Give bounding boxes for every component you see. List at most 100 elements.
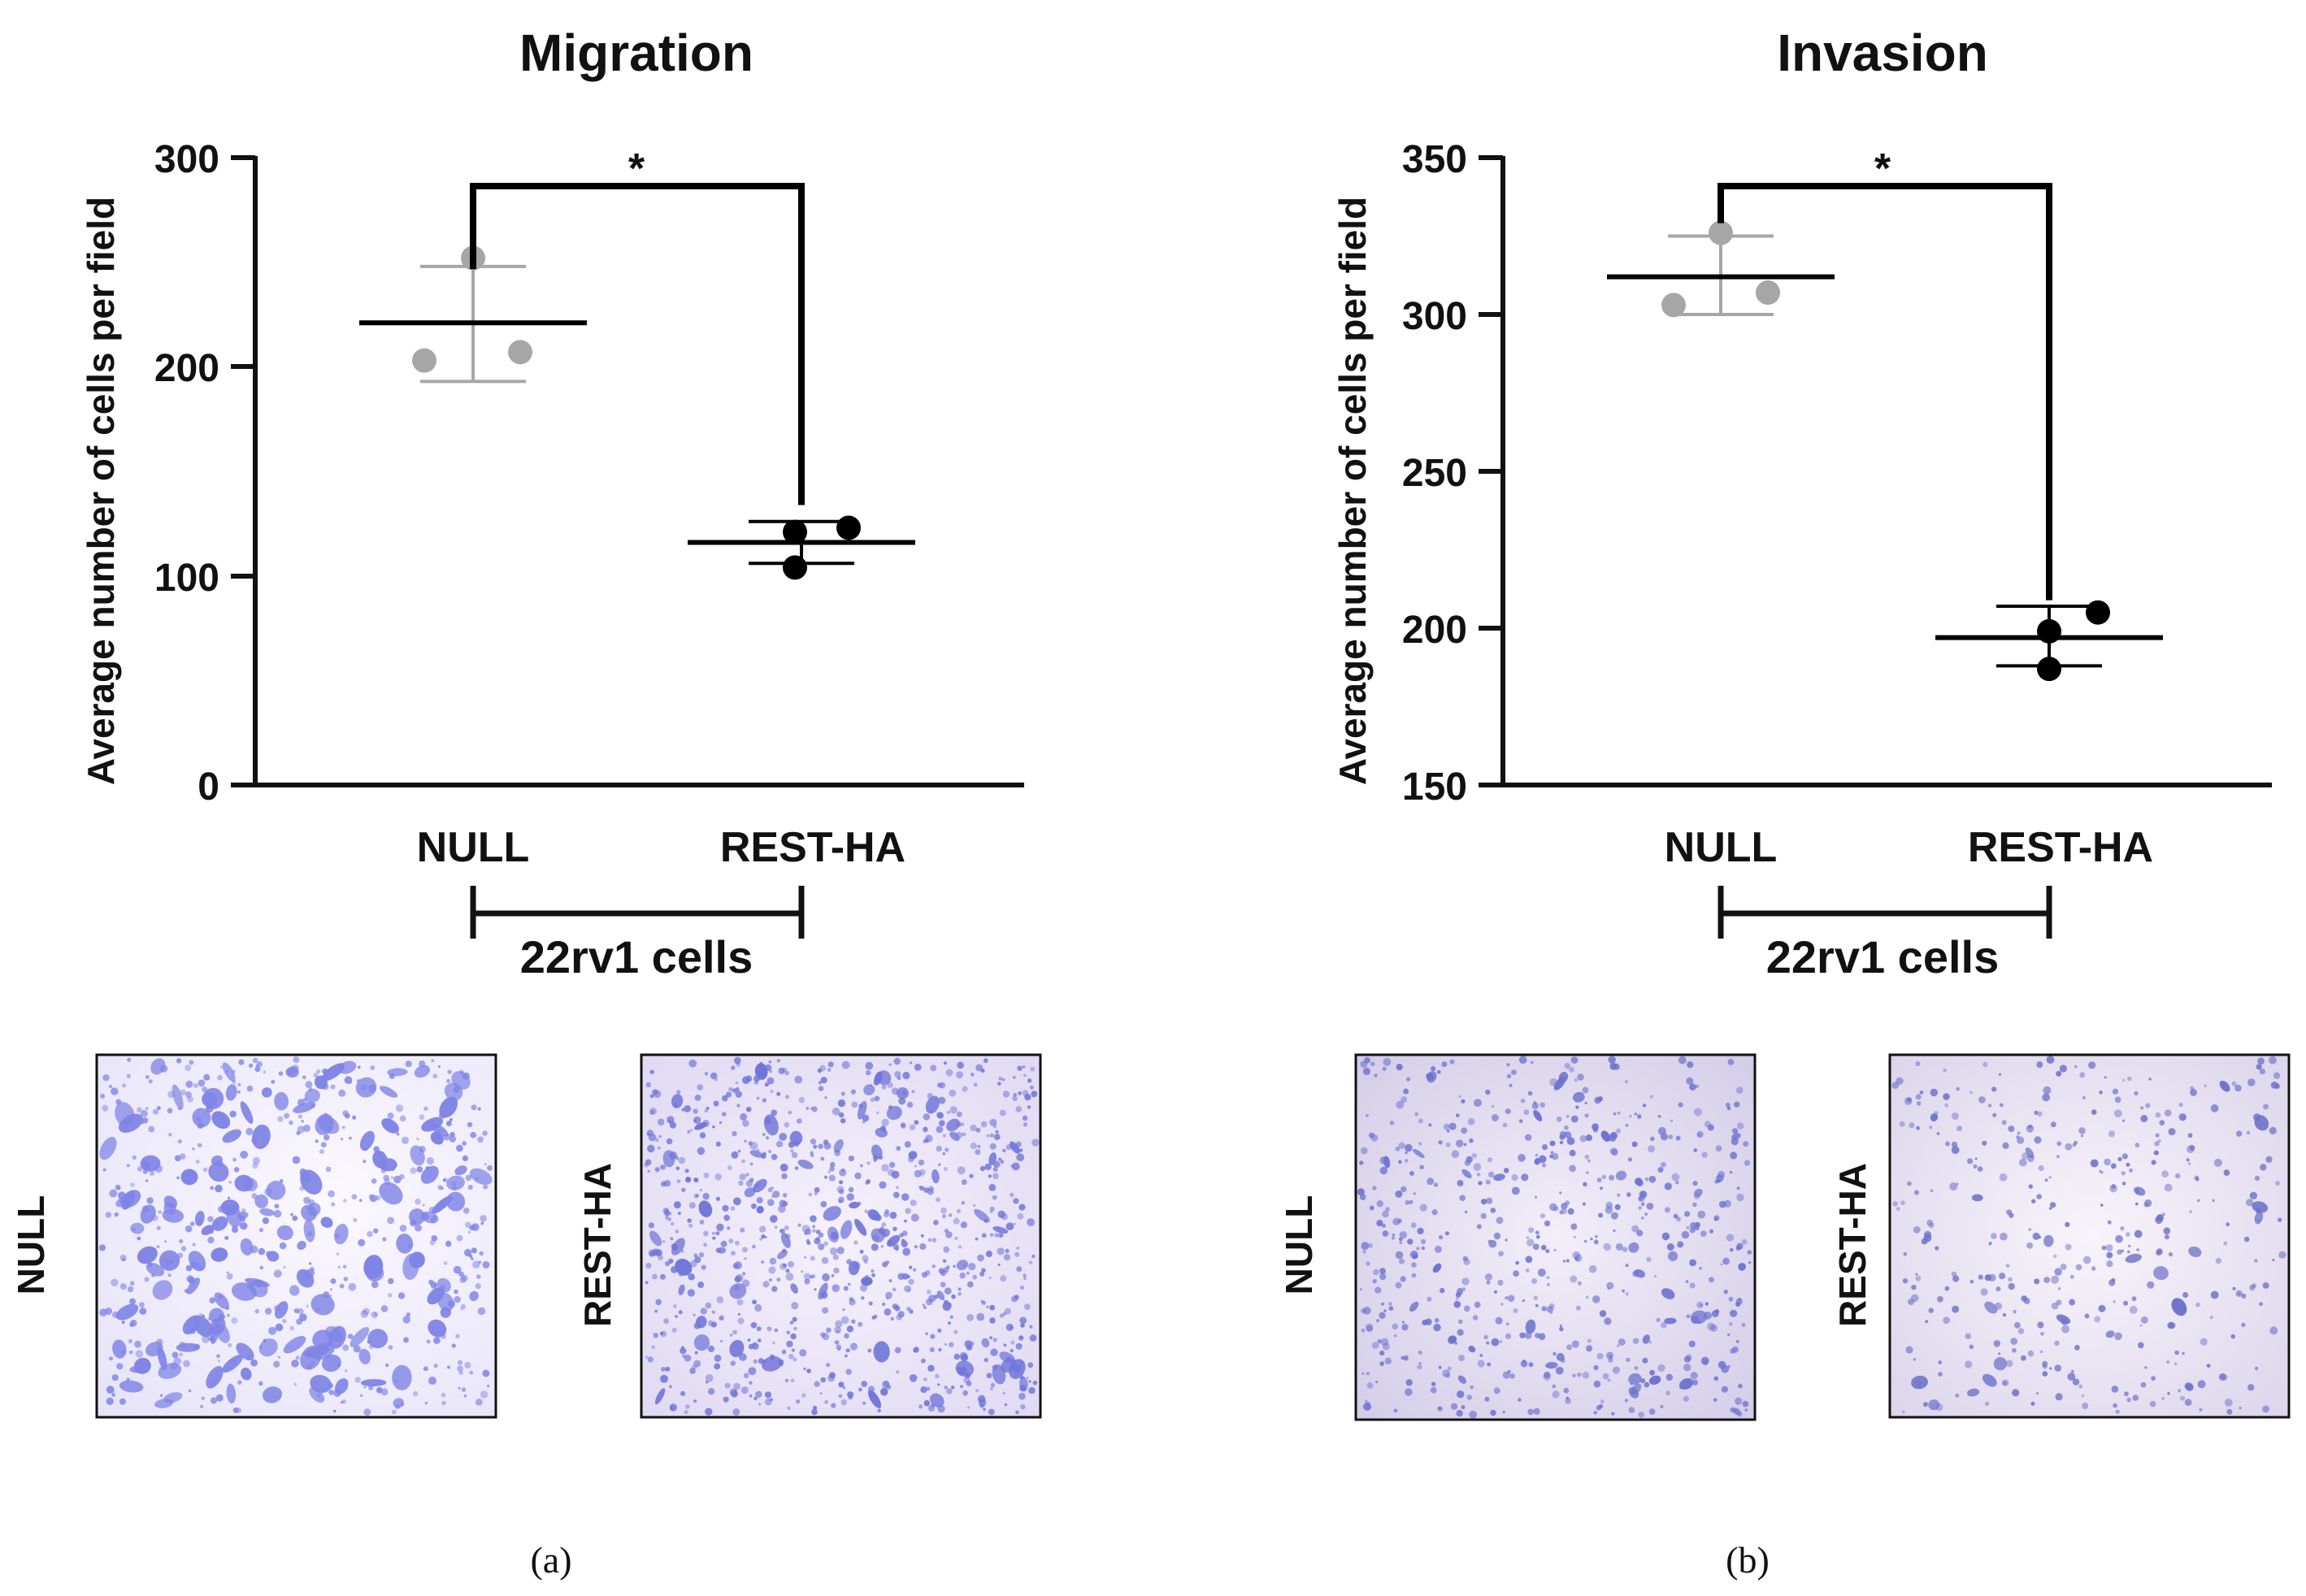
cell-dot bbox=[1744, 1160, 1751, 1166]
cell-dot bbox=[1407, 1238, 1414, 1245]
cell-dot bbox=[1543, 1373, 1552, 1381]
cell-dot bbox=[1495, 1316, 1503, 1325]
cell-dot bbox=[1582, 1202, 1586, 1206]
cell-dot bbox=[1527, 1408, 1534, 1416]
cell-dot bbox=[2178, 1102, 2183, 1108]
cell-dot bbox=[1472, 1315, 1479, 1321]
cell-dot bbox=[814, 1381, 820, 1387]
cell-cluster bbox=[2171, 1298, 2187, 1316]
group-bracket-invasion bbox=[1718, 886, 2052, 939]
cell-dot bbox=[845, 1354, 848, 1358]
cell-dot bbox=[724, 1382, 731, 1389]
cell-cluster bbox=[1525, 1319, 1536, 1334]
cell-dot bbox=[487, 1164, 493, 1171]
micrograph-invasion-rest-ha bbox=[1888, 1053, 2291, 1419]
cell-dot bbox=[470, 1131, 476, 1138]
cell-dot bbox=[761, 1260, 765, 1264]
group-bracket-migration bbox=[470, 886, 805, 939]
cell-dot bbox=[2134, 1143, 2140, 1148]
cell-dot bbox=[471, 1104, 477, 1111]
cell-dot bbox=[458, 1386, 461, 1390]
cell-dot bbox=[940, 1207, 947, 1214]
cell-dot bbox=[210, 1186, 215, 1190]
cell-dot bbox=[232, 1157, 237, 1162]
cell-dot bbox=[1605, 1351, 1614, 1360]
cell-cluster bbox=[1019, 1377, 1028, 1392]
cell-dot bbox=[1982, 1140, 1987, 1146]
cell-dot bbox=[737, 1149, 741, 1153]
cell-dot bbox=[780, 1163, 788, 1172]
cell-dot bbox=[1399, 1231, 1408, 1239]
cell-dot bbox=[1584, 1154, 1590, 1160]
cell-dot bbox=[2151, 1376, 2156, 1381]
cell-dot bbox=[1405, 1151, 1408, 1155]
cell-dot bbox=[375, 1195, 380, 1201]
cell-dot bbox=[2197, 1380, 2206, 1389]
cell-dot bbox=[416, 1166, 423, 1173]
cell-dot bbox=[699, 1220, 705, 1225]
cell-dot bbox=[940, 1282, 946, 1288]
cell-dot bbox=[873, 1314, 878, 1319]
cell-dot bbox=[884, 1308, 892, 1316]
cell-dot bbox=[848, 1282, 851, 1286]
cell-dot bbox=[259, 1265, 264, 1270]
cell-dot bbox=[1597, 1096, 1604, 1102]
cell-dot bbox=[2121, 1171, 2126, 1176]
cell-dot bbox=[284, 1112, 290, 1119]
cell-dot bbox=[645, 1281, 649, 1285]
cell-dot bbox=[1546, 1276, 1550, 1279]
cell-cluster bbox=[833, 1139, 844, 1153]
cell-dot bbox=[434, 1337, 440, 1343]
cell-cluster bbox=[252, 1124, 271, 1149]
cell-dot bbox=[1565, 1398, 1571, 1404]
cell-dot bbox=[954, 1236, 958, 1240]
cell-dot bbox=[331, 1202, 336, 1207]
cell-dot bbox=[1030, 1066, 1035, 1072]
cell-dot bbox=[986, 1305, 989, 1309]
cell-dot bbox=[1023, 1273, 1027, 1277]
cell-dot bbox=[449, 1135, 456, 1143]
cell-dot bbox=[108, 1084, 112, 1089]
cell-dot bbox=[1907, 1181, 1912, 1186]
cell-dot bbox=[246, 1085, 254, 1092]
cell-dot bbox=[185, 1264, 193, 1272]
cell-dot bbox=[801, 1270, 804, 1273]
cell-dot bbox=[1490, 1409, 1496, 1416]
cell-dot bbox=[390, 1176, 394, 1179]
cell-dot bbox=[1520, 1360, 1528, 1368]
cell-cluster bbox=[145, 1342, 163, 1357]
cell-dot bbox=[415, 1224, 422, 1232]
cell-dot bbox=[2182, 1292, 2189, 1299]
cell-dot bbox=[1721, 1386, 1728, 1393]
cell-dot bbox=[1586, 1345, 1593, 1352]
cell-dot bbox=[648, 1222, 655, 1229]
cell-dot bbox=[859, 1284, 868, 1292]
cell-dot bbox=[715, 1196, 721, 1201]
cell-dot bbox=[1716, 1174, 1724, 1182]
cell-dot bbox=[295, 1355, 300, 1360]
cell-dot bbox=[909, 1265, 913, 1269]
cell-dot bbox=[1727, 1059, 1735, 1065]
cell-dot bbox=[1575, 1105, 1579, 1109]
cell-dot bbox=[2008, 1282, 2015, 1290]
cell-dot bbox=[698, 1252, 705, 1258]
cell-dot bbox=[1559, 1326, 1564, 1332]
cell-cluster bbox=[303, 1219, 315, 1243]
cell-dot bbox=[871, 1273, 875, 1277]
cell-dot bbox=[705, 1374, 714, 1382]
cell-dot bbox=[657, 1147, 661, 1150]
cell-cluster bbox=[777, 1250, 788, 1260]
cell-dot bbox=[703, 1243, 708, 1247]
cell-cluster bbox=[854, 1218, 867, 1236]
cell-dot bbox=[263, 1070, 266, 1073]
cell-dot bbox=[837, 1099, 846, 1108]
cell-dot bbox=[2148, 1078, 2152, 1081]
cell-cluster bbox=[211, 1247, 228, 1262]
cell-dot bbox=[445, 1240, 452, 1247]
cell-dot bbox=[838, 1381, 845, 1388]
cell-dot bbox=[732, 1088, 737, 1093]
cell-dot bbox=[1984, 1401, 1990, 1406]
cell-dot bbox=[273, 1360, 280, 1368]
cell-cluster bbox=[162, 1208, 185, 1223]
cell-dot bbox=[2075, 1264, 2082, 1271]
